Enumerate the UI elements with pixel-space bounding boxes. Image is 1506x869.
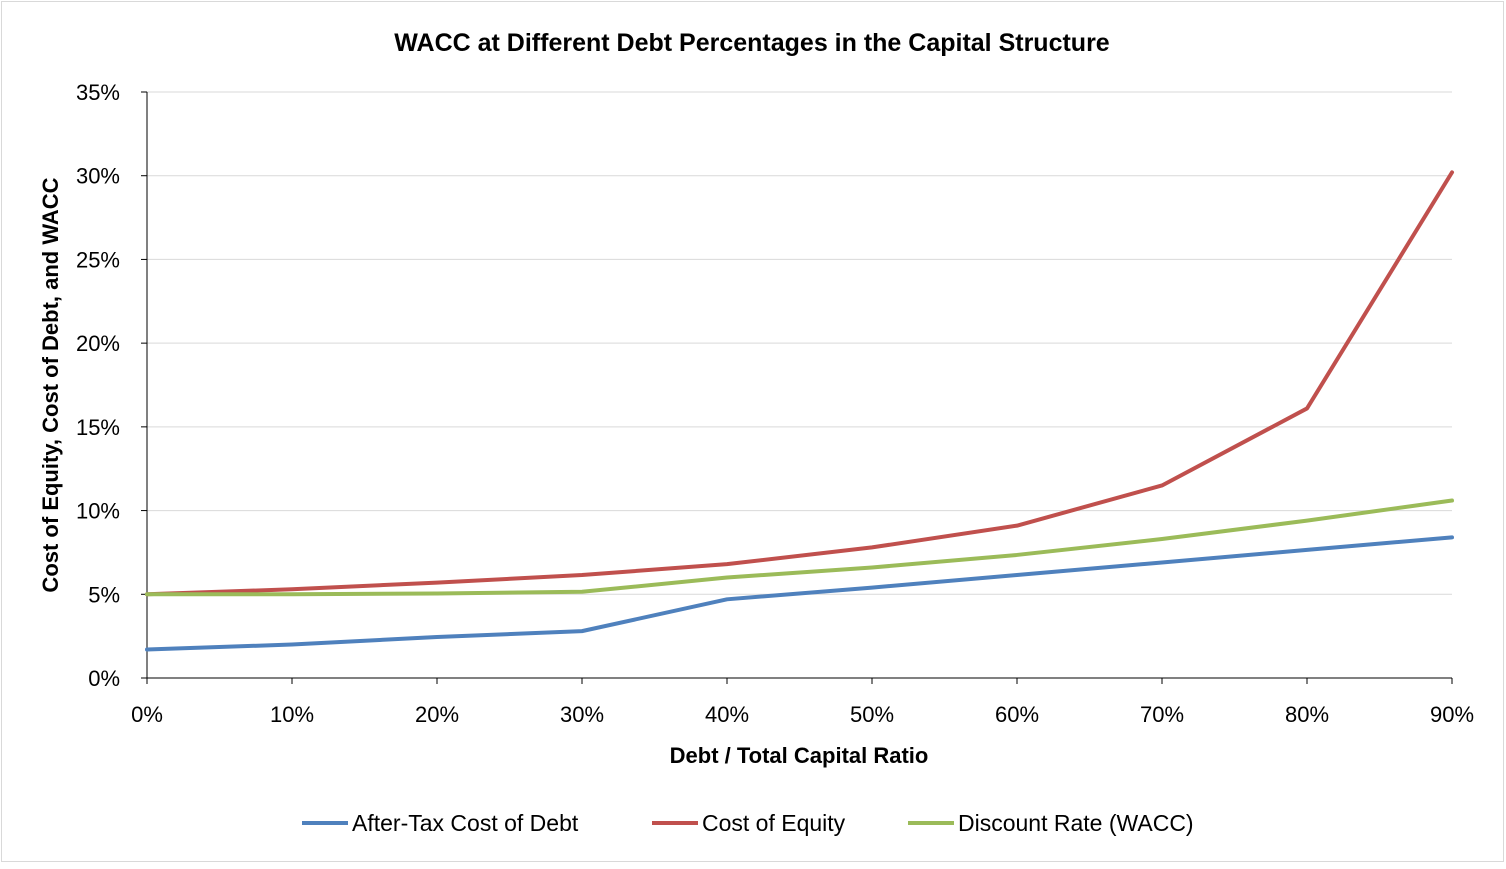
y-axis-label: Cost of Equity, Cost of Debt, and WACC — [38, 177, 63, 592]
x-tick-label: 0% — [131, 702, 163, 727]
legend: After-Tax Cost of Debt Cost of Equity Disc… — [302, 810, 1194, 836]
x-axis-label: Debt / Total Capital Ratio — [670, 743, 929, 768]
legend-item: After-Tax Cost of Debt — [302, 810, 579, 836]
legend-item: Discount Rate (WACC) — [908, 810, 1194, 836]
series-line-2 — [145, 170, 1454, 597]
series-line-1 — [145, 535, 1454, 652]
x-tick-labels: 0% 10% 20% 30% 40% 50% 60% 70% 80% 90% — [131, 702, 1474, 727]
y-tick-label: 10% — [76, 499, 120, 524]
legend-label: Cost of Equity — [702, 810, 846, 836]
series-line-3 — [145, 498, 1454, 597]
y-tick-labels: 0% 5% 10% 15% 20% 25% 30% 35% — [76, 80, 120, 691]
x-tick-label: 60% — [995, 702, 1039, 727]
x-tick-label: 30% — [560, 702, 604, 727]
x-tick-label: 20% — [415, 702, 459, 727]
legend-label: After-Tax Cost of Debt — [352, 810, 579, 836]
gridlines — [147, 91, 1452, 595]
legend-item: Cost of Equity — [652, 810, 846, 836]
y-tick-label: 25% — [76, 247, 120, 272]
x-tick-label: 40% — [705, 702, 749, 727]
x-tick-label: 50% — [850, 702, 894, 727]
x-tick-label: 80% — [1285, 702, 1329, 727]
x-tick-label: 90% — [1430, 702, 1474, 727]
y-tick-label: 30% — [76, 164, 120, 189]
x-tick-label: 10% — [270, 702, 314, 727]
axes — [141, 91, 1453, 684]
y-tick-label: 0% — [88, 666, 120, 691]
y-tick-label: 15% — [76, 415, 120, 440]
y-tick-label: 5% — [88, 582, 120, 607]
series-lines — [145, 170, 1454, 652]
legend-label: Discount Rate (WACC) — [958, 810, 1194, 836]
y-tick-label: 35% — [76, 80, 120, 105]
y-tick-label: 20% — [76, 331, 120, 356]
x-tick-label: 70% — [1140, 702, 1184, 727]
chart-title: WACC at Different Debt Percentages in th… — [394, 29, 1110, 57]
